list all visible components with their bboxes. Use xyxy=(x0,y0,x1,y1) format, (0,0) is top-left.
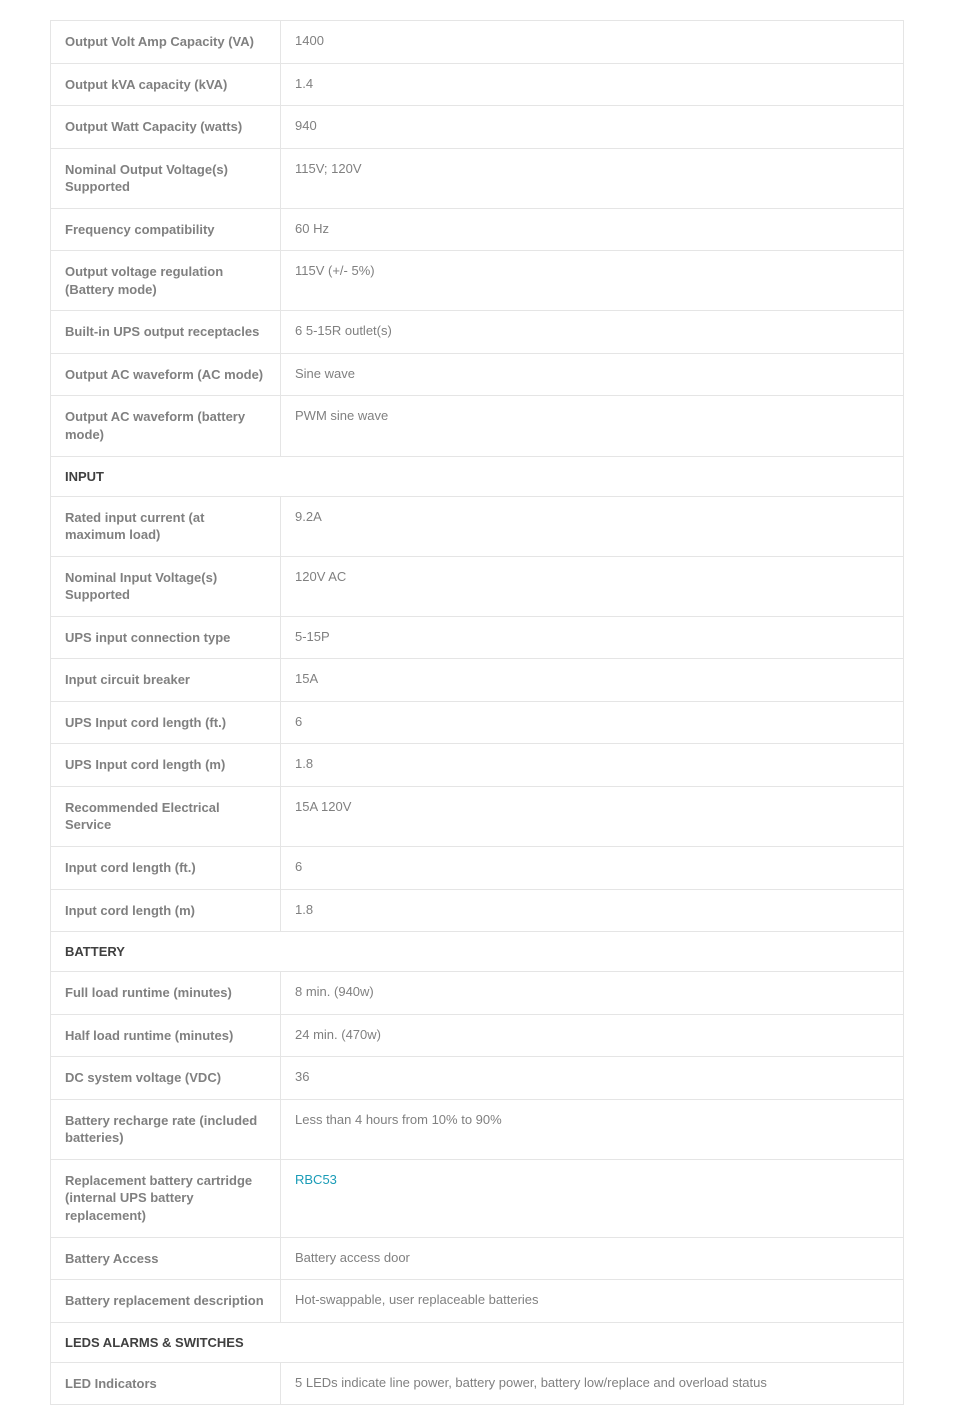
spec-label: Battery recharge rate (included batterie… xyxy=(51,1100,281,1159)
spec-value: 6 xyxy=(281,702,903,744)
spec-value: Hot-swappable, user replaceable batterie… xyxy=(281,1280,903,1322)
spec-row: Input circuit breaker15A xyxy=(51,659,903,702)
spec-row: UPS Input cord length (m)1.8 xyxy=(51,744,903,787)
spec-value: 5-15P xyxy=(281,617,903,659)
spec-label: UPS input connection type xyxy=(51,617,281,659)
spec-value: 120V AC xyxy=(281,557,903,616)
spec-row: Output AC waveform (battery mode)PWM sin… xyxy=(51,396,903,456)
spec-row: Input cord length (ft.)6 xyxy=(51,847,903,890)
spec-value: 1400 xyxy=(281,21,903,63)
specifications-table: Output Volt Amp Capacity (VA)1400Output … xyxy=(50,20,904,1405)
spec-value: 15A 120V xyxy=(281,787,903,846)
spec-row: Battery recharge rate (included batterie… xyxy=(51,1100,903,1160)
spec-row: Output AC waveform (AC mode)Sine wave xyxy=(51,354,903,397)
spec-label: Input circuit breaker xyxy=(51,659,281,701)
spec-link[interactable]: RBC53 xyxy=(295,1172,337,1187)
spec-value: 15A xyxy=(281,659,903,701)
spec-value: PWM sine wave xyxy=(281,396,903,455)
spec-value: 1.4 xyxy=(281,64,903,106)
spec-label: Output Watt Capacity (watts) xyxy=(51,106,281,148)
spec-row: Full load runtime (minutes)8 min. (940w) xyxy=(51,972,903,1015)
spec-value: 24 min. (470w) xyxy=(281,1015,903,1057)
spec-value: 60 Hz xyxy=(281,209,903,251)
spec-value: 115V (+/- 5%) xyxy=(281,251,903,310)
spec-row: Recommended Electrical Service15A 120V xyxy=(51,787,903,847)
spec-row: DC system voltage (VDC)36 xyxy=(51,1057,903,1100)
spec-label: Battery replacement description xyxy=(51,1280,281,1322)
spec-row: Rated input current (at maximum load)9.2… xyxy=(51,497,903,557)
spec-row: Battery AccessBattery access door xyxy=(51,1238,903,1281)
spec-label: Input cord length (ft.) xyxy=(51,847,281,889)
section-header: LEDS ALARMS & SWITCHES xyxy=(51,1323,903,1363)
spec-value: 36 xyxy=(281,1057,903,1099)
spec-label: Input cord length (m) xyxy=(51,890,281,932)
spec-label: UPS Input cord length (m) xyxy=(51,744,281,786)
spec-row: Battery replacement descriptionHot-swapp… xyxy=(51,1280,903,1323)
spec-label: Output AC waveform (AC mode) xyxy=(51,354,281,396)
spec-row: UPS input connection type5-15P xyxy=(51,617,903,660)
spec-value: 6 xyxy=(281,847,903,889)
spec-label: Output voltage regulation (Battery mode) xyxy=(51,251,281,310)
spec-row: Input cord length (m)1.8 xyxy=(51,890,903,933)
spec-label: Nominal Input Voltage(s) Supported xyxy=(51,557,281,616)
spec-label: LED Indicators xyxy=(51,1363,281,1405)
spec-row: Nominal Input Voltage(s) Supported120V A… xyxy=(51,557,903,617)
spec-row: Frequency compatibility60 Hz xyxy=(51,209,903,252)
spec-label: Rated input current (at maximum load) xyxy=(51,497,281,556)
spec-value: 940 xyxy=(281,106,903,148)
spec-value: 5 LEDs indicate line power, battery powe… xyxy=(281,1363,903,1405)
spec-row: Output kVA capacity (kVA)1.4 xyxy=(51,64,903,107)
spec-label: Output Volt Amp Capacity (VA) xyxy=(51,21,281,63)
spec-label: Output AC waveform (battery mode) xyxy=(51,396,281,455)
spec-value[interactable]: RBC53 xyxy=(281,1160,903,1237)
spec-value: 1.8 xyxy=(281,890,903,932)
spec-label: Frequency compatibility xyxy=(51,209,281,251)
spec-value: 1.8 xyxy=(281,744,903,786)
spec-row: Nominal Output Voltage(s) Supported115V;… xyxy=(51,149,903,209)
spec-value: 115V; 120V xyxy=(281,149,903,208)
spec-label: DC system voltage (VDC) xyxy=(51,1057,281,1099)
spec-label: Full load runtime (minutes) xyxy=(51,972,281,1014)
spec-row: Replacement battery cartridge (internal … xyxy=(51,1160,903,1238)
spec-value: Battery access door xyxy=(281,1238,903,1280)
spec-label: Nominal Output Voltage(s) Supported xyxy=(51,149,281,208)
section-header: INPUT xyxy=(51,457,903,497)
spec-label: Recommended Electrical Service xyxy=(51,787,281,846)
spec-label: Battery Access xyxy=(51,1238,281,1280)
spec-label: Half load runtime (minutes) xyxy=(51,1015,281,1057)
spec-label: Replacement battery cartridge (internal … xyxy=(51,1160,281,1237)
spec-row: Half load runtime (minutes)24 min. (470w… xyxy=(51,1015,903,1058)
spec-row: LED Indicators5 LEDs indicate line power… xyxy=(51,1363,903,1406)
spec-value: 8 min. (940w) xyxy=(281,972,903,1014)
spec-value: Sine wave xyxy=(281,354,903,396)
spec-label: UPS Input cord length (ft.) xyxy=(51,702,281,744)
spec-row: Output Watt Capacity (watts)940 xyxy=(51,106,903,149)
spec-value: Less than 4 hours from 10% to 90% xyxy=(281,1100,903,1159)
spec-label: Output kVA capacity (kVA) xyxy=(51,64,281,106)
spec-value: 6 5-15R outlet(s) xyxy=(281,311,903,353)
spec-row: Output voltage regulation (Battery mode)… xyxy=(51,251,903,311)
spec-label: Built-in UPS output receptacles xyxy=(51,311,281,353)
spec-row: Built-in UPS output receptacles6 5-15R o… xyxy=(51,311,903,354)
spec-row: Output Volt Amp Capacity (VA)1400 xyxy=(51,20,903,64)
spec-value: 9.2A xyxy=(281,497,903,556)
section-header: BATTERY xyxy=(51,932,903,972)
spec-row: UPS Input cord length (ft.)6 xyxy=(51,702,903,745)
